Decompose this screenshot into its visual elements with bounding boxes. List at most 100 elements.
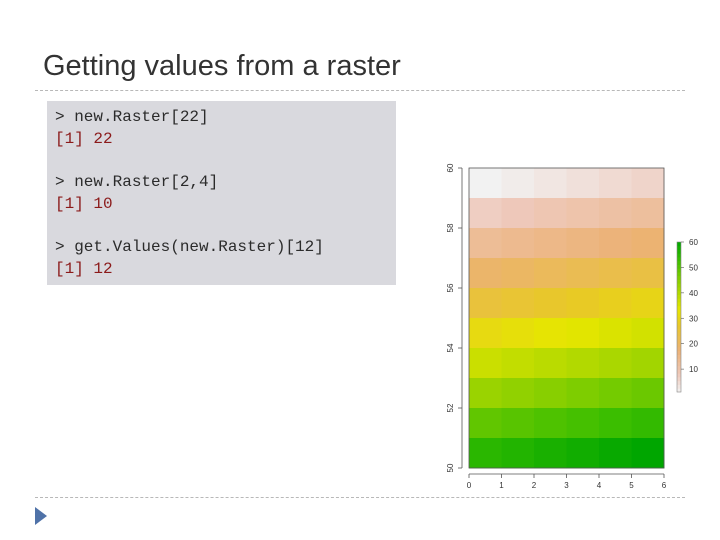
raster-cell xyxy=(599,168,632,199)
raster-cell xyxy=(599,348,632,379)
y-tick-label: 50 xyxy=(446,463,455,472)
legend-color-step xyxy=(677,294,681,299)
legend-color-step xyxy=(677,347,681,352)
y-tick-label: 58 xyxy=(446,223,455,232)
raster-cell xyxy=(566,438,600,469)
slide-title: Getting values from a raster xyxy=(43,50,401,82)
code-block: > new.Raster[22] [1] 22 > new.Raster[2,4… xyxy=(47,101,396,285)
legend-frame xyxy=(676,241,682,393)
raster-cell xyxy=(534,408,567,439)
legend-tick-label: 60 xyxy=(689,238,698,247)
raster-cell xyxy=(631,318,665,349)
raster-cell xyxy=(534,198,567,229)
raster-cell xyxy=(469,348,502,379)
legend-color-step xyxy=(677,328,681,333)
raster-cell xyxy=(469,198,502,229)
legend-color-step xyxy=(677,268,681,273)
raster-cell xyxy=(469,288,502,319)
raster-cell xyxy=(534,438,567,469)
raster-cell xyxy=(566,258,600,289)
legend-color-step xyxy=(677,365,681,370)
y-tick-label: 60 xyxy=(446,163,455,172)
raster-cell xyxy=(534,258,567,289)
legend-color-step xyxy=(677,290,681,295)
legend-color-step xyxy=(677,249,681,254)
raster-cell xyxy=(566,288,600,319)
legend-color-step xyxy=(677,305,681,310)
raster-cell xyxy=(534,288,567,319)
x-tick-label: 5 xyxy=(629,481,634,490)
legend-color-step xyxy=(677,309,681,314)
raster-cell xyxy=(469,228,502,259)
raster-cell xyxy=(631,228,665,259)
raster-cell xyxy=(534,378,567,409)
legend-color-step xyxy=(677,362,681,367)
legend-color-step xyxy=(677,242,681,247)
raster-cell xyxy=(469,438,502,469)
raster-cell xyxy=(469,318,502,349)
code-output-3: [1] 12 xyxy=(55,260,113,278)
raster-cell xyxy=(566,318,600,349)
legend-color-step xyxy=(677,275,681,280)
raster-cell xyxy=(501,378,535,409)
raster-cell xyxy=(566,228,600,259)
raster-cell xyxy=(599,438,632,469)
legend-color-step xyxy=(677,388,681,393)
legend-color-step xyxy=(677,343,681,348)
legend-color-step xyxy=(677,350,681,355)
footer-divider xyxy=(35,497,685,498)
legend-color-step xyxy=(677,358,681,363)
raster-cell xyxy=(631,168,665,199)
legend-color-step xyxy=(677,253,681,258)
raster-cell xyxy=(566,348,600,379)
raster-cell xyxy=(534,318,567,349)
raster-cell xyxy=(469,258,502,289)
raster-cell xyxy=(631,408,665,439)
legend-color-step xyxy=(677,298,681,303)
raster-cell xyxy=(599,228,632,259)
raster-cell xyxy=(631,348,665,379)
raster-cell xyxy=(631,258,665,289)
x-tick-label: 1 xyxy=(499,481,504,490)
legend-color-step xyxy=(677,313,681,318)
bullet-arrow-icon xyxy=(35,507,47,525)
legend-color-step xyxy=(677,260,681,265)
legend-color-step xyxy=(677,377,681,382)
legend-tick-label: 10 xyxy=(689,365,698,374)
raster-cell xyxy=(631,198,665,229)
legend-color-step xyxy=(677,283,681,288)
x-tick-label: 6 xyxy=(662,481,667,490)
legend-color-step xyxy=(677,302,681,307)
legend-tick-label: 40 xyxy=(689,289,698,298)
y-tick-label: 54 xyxy=(446,343,455,352)
code-output-2: [1] 10 xyxy=(55,195,113,213)
legend-color-step xyxy=(677,272,681,277)
legend-color-step xyxy=(677,354,681,359)
raster-cell xyxy=(501,168,535,199)
x-tick-label: 4 xyxy=(597,481,602,490)
y-tick-label: 56 xyxy=(446,283,455,292)
x-tick-label: 2 xyxy=(532,481,537,490)
raster-cell xyxy=(534,348,567,379)
legend-color-step xyxy=(677,245,681,250)
legend-color-step xyxy=(677,324,681,329)
raster-cell xyxy=(599,408,632,439)
legend-color-step xyxy=(677,332,681,337)
raster-cell xyxy=(501,438,535,469)
legend-color-step xyxy=(677,264,681,269)
legend-tick-label: 20 xyxy=(689,340,698,349)
raster-cell xyxy=(566,408,600,439)
y-tick-label: 52 xyxy=(446,403,455,412)
raster-cell xyxy=(599,318,632,349)
raster-cell xyxy=(631,378,665,409)
raster-cell xyxy=(501,408,535,439)
legend-color-step xyxy=(677,335,681,340)
legend-color-step xyxy=(677,339,681,344)
raster-cell xyxy=(501,228,535,259)
legend-color-step xyxy=(677,287,681,292)
x-tick-label: 3 xyxy=(564,481,569,490)
raster-cell xyxy=(501,318,535,349)
raster-cell xyxy=(534,168,567,199)
legend-color-step xyxy=(677,279,681,284)
code-command-3: > get.Values(new.Raster)[12] xyxy=(55,238,324,256)
